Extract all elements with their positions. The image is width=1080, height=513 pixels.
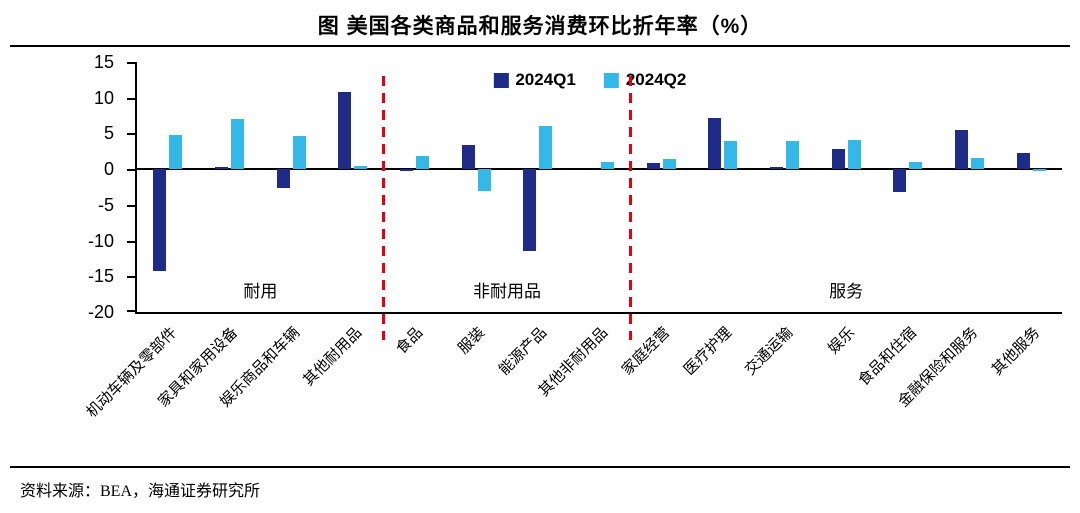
y-tick-label: -15 [87, 266, 114, 287]
x-category-label: 能源产品 [495, 324, 550, 379]
bar-2024Q1 [893, 169, 907, 192]
y-tick-mark [127, 276, 135, 279]
bar-2024Q2 [847, 139, 861, 170]
x-category-label: 家庭经营 [618, 324, 674, 379]
bar-2024Q2 [169, 134, 183, 170]
bar-2024Q1 [708, 117, 722, 170]
x-category-label: 其他耐用品 [299, 324, 365, 390]
group-separator-line [628, 76, 632, 340]
bar-2024Q1 [461, 144, 475, 170]
group-separator-line [382, 76, 386, 340]
bar-2024Q1 [1016, 152, 1030, 170]
bar-2024Q2 [971, 158, 984, 170]
legend-swatch [603, 72, 619, 88]
y-tick-mark [127, 240, 135, 243]
bar-2024Q2 [786, 141, 799, 170]
y-tick-mark [127, 169, 135, 172]
legend-item: 2024Q2 [603, 70, 687, 90]
zero-axis-line [137, 168, 1062, 171]
chart-legend: 2024Q1 2024Q2 [493, 70, 686, 90]
legend-label: 2024Q1 [515, 70, 576, 89]
bar-2024Q1 [338, 92, 352, 170]
bar-2024Q2 [354, 165, 368, 170]
legend-swatch [493, 72, 509, 88]
bar-2024Q1 [523, 169, 537, 252]
bar-2024Q2 [539, 126, 553, 170]
y-tick-label: 15 [93, 52, 114, 72]
x-category-label: 娱乐 [825, 324, 859, 358]
y-tick-mark [127, 310, 135, 312]
bar-2024Q2 [601, 162, 614, 170]
group-label: 服务 [829, 282, 864, 301]
y-tick-label: 10 [93, 87, 114, 108]
x-category-label: 交通运输 [742, 324, 797, 379]
bar-2024Q1 [646, 162, 660, 170]
y-tick-label: 5 [103, 123, 114, 144]
bar-2024Q2 [416, 156, 429, 170]
y-tick-mark [127, 97, 135, 100]
bar-2024Q2 [477, 169, 491, 192]
y-axis-labels: 15 10 5 0 -5 -10 -15 -20 [48, 52, 114, 322]
bar-2024Q2 [1032, 169, 1046, 172]
bottom-divider [10, 466, 1070, 468]
bar-2024Q1 [215, 167, 228, 170]
y-tick-label: 0 [103, 159, 114, 180]
bar-2024Q1 [400, 169, 413, 172]
bar-2024Q2 [231, 119, 244, 170]
y-tick-label: -5 [97, 194, 114, 215]
bar-2024Q2 [724, 140, 738, 170]
group-label: 非耐用品 [473, 282, 541, 301]
y-tick-mark [127, 204, 135, 207]
y-tick-label: -20 [87, 302, 114, 322]
bar-2024Q2 [292, 135, 306, 170]
x-category-label: 其他服务 [988, 324, 1044, 379]
legend-item: 2024Q1 [493, 70, 576, 90]
bar-2024Q2 [909, 162, 923, 170]
x-category-label: 食品 [393, 324, 427, 358]
y-tick-mark [127, 133, 135, 136]
chart-title: 图 美国各类商品和服务消费环比折年率（%） [317, 15, 763, 38]
bar-2024Q1 [770, 167, 783, 170]
x-axis-labels: 机动车辆及零部件 家具和家用设备 娱乐商品和车辆 其他耐用品 食品 服装 能源产品 其他非耐用… [83, 316, 1060, 464]
plot-area: 2024Q1 2024Q2 耐用 非耐用品 服务 [127, 62, 1062, 340]
bar-2024Q1 [153, 169, 167, 271]
bar-2024Q1 [831, 149, 845, 170]
bar-2024Q1 [955, 129, 968, 170]
x-category-label: 服装 [455, 324, 489, 358]
source-note: 资料来源：BEA，海通证券研究所 [20, 483, 261, 500]
bar-2024Q2 [662, 159, 676, 170]
bar-2024Q1 [276, 169, 290, 188]
top-divider [10, 45, 1070, 47]
y-tick-mark [127, 62, 135, 64]
legend-label: 2024Q2 [625, 70, 687, 89]
group-label: 耐用 [243, 282, 278, 301]
x-category-label: 医疗护理 [680, 324, 735, 379]
y-tick-label: -10 [87, 230, 114, 251]
